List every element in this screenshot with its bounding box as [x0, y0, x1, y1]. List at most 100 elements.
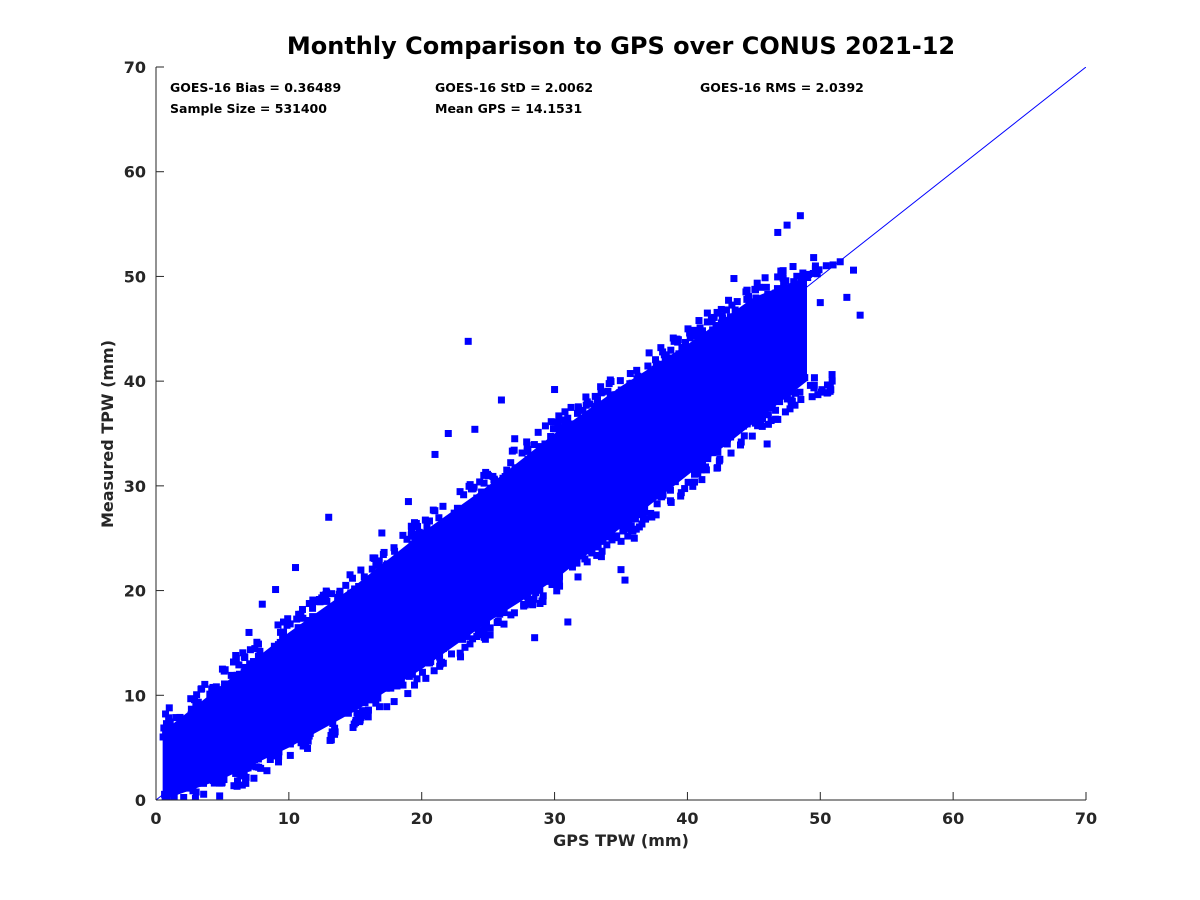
edge-point: [779, 273, 787, 281]
edge-point: [791, 401, 799, 409]
edge-point: [667, 346, 675, 354]
edge-point: [229, 658, 237, 666]
edge-point: [541, 440, 549, 448]
y-tick-label: 30: [124, 477, 146, 496]
y-axis-label: Measured TPW (mm): [98, 340, 117, 528]
edge-point: [412, 535, 420, 543]
edge-point: [481, 635, 489, 643]
outlier-point: [338, 691, 346, 699]
edge-point: [241, 663, 249, 671]
edge-point: [216, 792, 224, 800]
y-ticks: 0 10 20 30 40 50 60 70: [124, 58, 164, 810]
edge-point: [280, 628, 288, 636]
edge-point: [551, 425, 559, 433]
outlier-point: [497, 396, 505, 404]
edge-point: [652, 356, 660, 364]
outlier-point: [464, 337, 472, 345]
edge-point: [829, 261, 837, 269]
edge-point: [191, 795, 199, 800]
edge-point: [558, 424, 566, 432]
edge-point: [286, 751, 294, 759]
edge-point: [466, 640, 474, 648]
edge-point: [210, 779, 218, 787]
edge-point: [299, 614, 307, 622]
edge-point: [490, 475, 498, 483]
y-tick-label: 60: [124, 163, 146, 182]
edge-point: [633, 509, 641, 517]
outlier-point: [763, 440, 771, 448]
edge-point: [436, 662, 444, 670]
edge-point: [503, 466, 511, 474]
stat-sample-size: Sample Size = 531400: [170, 101, 327, 116]
edge-point: [554, 418, 562, 426]
edge-point: [214, 773, 222, 781]
edge-point: [666, 497, 674, 505]
edge-point: [382, 684, 390, 692]
edge-point: [435, 514, 443, 522]
edge-point: [469, 485, 477, 493]
edge-point: [266, 755, 274, 763]
edge-point: [239, 760, 247, 768]
edge-point: [610, 532, 618, 540]
edge-point: [719, 314, 727, 322]
edge-point: [722, 306, 730, 314]
x-tick-label: 10: [278, 809, 300, 828]
edge-point: [183, 800, 190, 807]
edge-point: [532, 589, 540, 597]
edge-point: [448, 650, 456, 658]
edge-point: [764, 290, 772, 298]
edge-point: [413, 530, 421, 538]
edge-point: [507, 459, 515, 467]
edge-point: [753, 279, 761, 287]
edge-point: [336, 587, 344, 595]
edge-point: [423, 523, 431, 531]
edge-point: [615, 389, 623, 397]
edge-point: [391, 547, 399, 555]
outlier-point: [292, 564, 299, 572]
edge-point: [414, 522, 422, 530]
edge-point: [387, 684, 395, 692]
edge-point: [299, 742, 307, 750]
edge-point: [674, 336, 682, 344]
outlier-point: [790, 278, 798, 286]
edge-point: [772, 289, 780, 297]
edge-point: [539, 598, 547, 606]
edge-point: [691, 478, 699, 486]
edge-point: [669, 355, 677, 363]
y-tick-label: 10: [124, 686, 146, 705]
edge-point: [790, 284, 798, 292]
edge-point: [436, 653, 444, 661]
edge-point: [693, 465, 701, 473]
edge-point: [588, 547, 596, 555]
edge-point: [293, 615, 301, 623]
edge-point: [459, 635, 467, 643]
edge-point: [743, 419, 751, 427]
outlier-point: [444, 430, 452, 437]
outlier-point: [404, 498, 412, 506]
edge-point: [573, 559, 581, 567]
edge-point: [806, 381, 814, 389]
edge-point: [275, 748, 283, 756]
axes: [155, 67, 1086, 801]
edge-point: [201, 680, 209, 688]
edge-point: [594, 540, 602, 548]
edge-point: [439, 645, 447, 653]
edge-point: [597, 383, 605, 391]
edge-point: [684, 478, 692, 486]
edge-point: [597, 389, 605, 397]
edge-point: [758, 408, 766, 416]
edge-point: [699, 459, 707, 467]
edge-point: [323, 597, 331, 605]
edge-point: [561, 408, 569, 416]
edge-point: [234, 777, 242, 785]
edge-point: [689, 482, 697, 490]
edge-point: [420, 657, 428, 665]
edge-point: [709, 329, 717, 337]
edge-point: [374, 687, 382, 695]
edge-point: [656, 487, 664, 495]
edge-point: [521, 601, 529, 609]
edge-point: [539, 592, 547, 600]
edge-point: [481, 618, 489, 626]
edge-point: [536, 586, 544, 594]
